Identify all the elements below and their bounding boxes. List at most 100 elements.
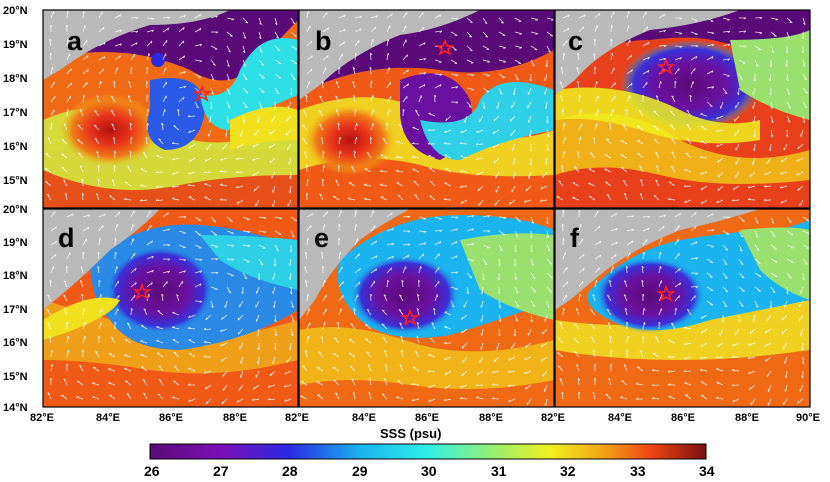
velocity-arrow: [386, 212, 393, 218]
velocity-arrow: [386, 25, 391, 33]
velocity-arrow-head: [797, 146, 800, 150]
velocity-arrow: [114, 224, 118, 232]
velocity-arrow: [66, 10, 68, 19]
velocity-arrow-head: [576, 308, 579, 311]
velocity-arrow: [476, 143, 484, 146]
velocity-arrow-head: [780, 201, 783, 204]
velocity-arrow: [636, 383, 644, 386]
velocity-arrow-head: [796, 172, 799, 176]
velocity-arrow: [782, 342, 788, 350]
velocity-arrow-head: [546, 221, 549, 225]
velocity-arrow: [258, 59, 264, 66]
velocity-arrow: [82, 25, 86, 33]
velocity-arrow: [321, 252, 324, 260]
velocity-arrow: [130, 224, 134, 232]
velocity-arrow: [124, 368, 132, 372]
velocity-arrow-head: [339, 136, 342, 140]
velocity-arrow-head: [716, 368, 719, 370]
velocity-arrow-head: [288, 263, 291, 267]
velocity-arrow-head: [319, 95, 322, 98]
velocity-arrow: [370, 255, 378, 260]
velocity-arrow: [128, 109, 132, 117]
velocity-arrow: [594, 240, 602, 246]
velocity-arrow: [770, 258, 778, 263]
velocity-arrow-head: [87, 227, 90, 230]
velocity-arrow: [434, 266, 440, 274]
velocity-arrow: [572, 197, 580, 201]
velocity-arrow-head: [63, 123, 67, 126]
velocity-arrow-head: [83, 10, 86, 14]
velocity-arrow-head: [50, 24, 53, 28]
velocity-arrow: [290, 230, 295, 238]
velocity-arrow-head: [277, 49, 281, 52]
velocity-arrow: [546, 300, 550, 308]
velocity-arrow: [289, 185, 292, 194]
velocity-arrow-head: [781, 331, 784, 335]
velocity-arrow-head: [562, 209, 565, 213]
velocity-arrow: [321, 238, 324, 246]
velocity-arrow-head: [560, 67, 564, 70]
velocity-arrow: [738, 314, 741, 322]
velocity-arrow-head: [711, 86, 715, 89]
velocity-arrow-head: [580, 224, 582, 227]
velocity-arrow-head: [530, 249, 533, 253]
velocity-arrow-head: [515, 319, 519, 322]
velocity-arrow: [369, 67, 372, 75]
velocity-arrow-head: [671, 137, 674, 140]
velocity-arrow-head: [272, 291, 274, 294]
velocity-arrow: [338, 210, 342, 218]
velocity-arrow: [738, 216, 745, 222]
velocity-arrow: [786, 101, 792, 109]
velocity-arrow-head: [319, 123, 322, 126]
velocity-arrow-head: [352, 81, 355, 84]
velocity-arrow: [637, 153, 644, 159]
velocity-arrow-head: [51, 349, 53, 353]
velocity-arrow: [716, 143, 724, 147]
velocity-arrow-head: [641, 265, 644, 269]
velocity-arrow: [498, 216, 507, 219]
velocity-arrow: [658, 57, 666, 61]
velocity-arrow: [765, 328, 772, 334]
velocity-arrow: [668, 181, 676, 187]
velocity-arrow-head: [679, 57, 682, 60]
velocity-arrow-head: [52, 66, 54, 70]
velocity-arrow-head: [338, 237, 341, 241]
velocity-arrow: [194, 14, 202, 19]
velocity-arrow: [802, 356, 804, 365]
colorbar-tick-label: 26: [144, 463, 160, 479]
velocity-arrow: [797, 143, 804, 150]
velocity-arrow: [254, 185, 260, 192]
velocity-arrow-head: [140, 340, 143, 342]
velocity-arrow-head: [801, 36, 804, 40]
velocity-arrow: [76, 396, 84, 400]
velocity-arrow: [444, 182, 452, 187]
velocity-arrow-head: [422, 253, 424, 257]
velocity-arrow: [651, 370, 660, 372]
velocity-arrow: [353, 95, 356, 103]
velocity-arrow: [765, 356, 772, 362]
velocity-arrow: [284, 370, 292, 375]
velocity-arrow-head: [740, 305, 744, 307]
velocity-arrow: [386, 67, 390, 75]
velocity-arrow-head: [460, 385, 463, 388]
velocity-arrow-head: [100, 322, 103, 325]
velocity-arrow: [222, 370, 228, 377]
velocity-arrow: [188, 368, 196, 372]
velocity-arrow-head: [253, 386, 255, 390]
velocity-arrow-head: [401, 279, 404, 283]
velocity-arrow-head: [715, 396, 719, 399]
velocity-arrow: [626, 252, 631, 260]
velocity-arrow: [338, 14, 346, 19]
velocity-arrow: [770, 216, 775, 224]
velocity-arrow-head: [119, 29, 122, 33]
velocity-arrow-head: [549, 276, 553, 278]
velocity-arrow: [493, 115, 500, 122]
velocity-arrow-head: [227, 92, 231, 95]
velocity-arrow-head: [220, 158, 223, 161]
velocity-arrow-head: [366, 351, 369, 353]
velocity-arrow-head: [203, 170, 207, 173]
velocity-arrow: [525, 185, 532, 192]
velocity-arrow: [226, 272, 234, 276]
velocity-arrow: [240, 370, 244, 378]
velocity-arrow-head: [208, 120, 211, 124]
